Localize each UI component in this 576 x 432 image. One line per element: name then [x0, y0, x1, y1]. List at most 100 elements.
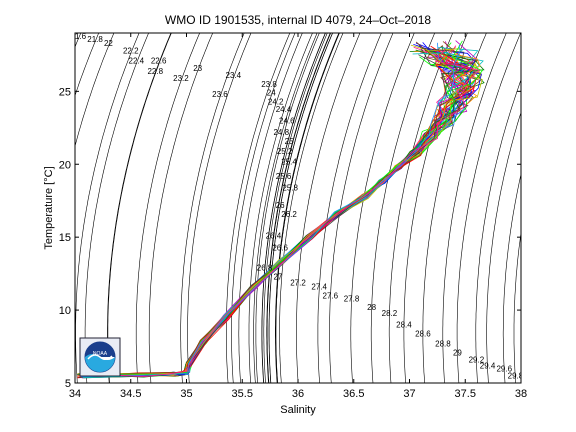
isopycnal-line: [279, 33, 344, 383]
isopycnal-label: 22.4: [129, 57, 145, 66]
isopycnal-line: [513, 231, 521, 383]
isopycnal-line: [545, 18, 576, 397]
isopycnal-line: [261, 33, 326, 383]
profile-line: [79, 48, 480, 378]
isopycnal-line: [456, 33, 521, 383]
isopycnal-label: 23.4: [226, 71, 242, 80]
isopycnal-line: [107, 33, 172, 383]
isopycnal-label: 29.2: [469, 356, 485, 365]
isopycnal-label: 28.6: [415, 329, 431, 338]
isopycnal-line: [135, 33, 201, 383]
isopycnal-line: [148, 33, 214, 383]
isopycnal-label: 26.6: [272, 243, 288, 252]
isopycnal-label: 26: [276, 201, 285, 210]
isopycnal-label: 22.8: [147, 67, 163, 76]
isopycnal-label: 24.8: [273, 128, 289, 137]
isopycnal-line: [403, 33, 468, 383]
isopycnal-label: 27.2: [290, 278, 306, 287]
isopycnal-label: 27.8: [344, 294, 360, 303]
isopycnal-line: [0, 18, 40, 397]
profile-line: [80, 44, 474, 378]
isopycnal-line: [317, 33, 382, 383]
y-tick-label: 15: [59, 232, 71, 244]
isopycnal-line: [187, 33, 252, 383]
isopycnal-label: 26.8: [257, 264, 273, 273]
isopycnal-line: [502, 172, 521, 383]
isopycnal-line: [2, 18, 72, 397]
isopycnal-labels: 21.6 21.8 22 22.2 22.4 22.622.8 23 23.2 23.4 23.6…: [71, 32, 524, 381]
x-tick-label: 37.5: [455, 388, 476, 400]
logo-text: NOAA: [93, 351, 108, 357]
isopycnal-line: [530, 18, 576, 397]
isopycnal-line: [561, 18, 576, 397]
isopycnal-line: [226, 33, 291, 383]
profile-lines: [77, 40, 485, 379]
isopycnal-line: [231, 33, 296, 383]
isopycnal-label: 28: [367, 303, 376, 312]
isopycnal-line: [107, 33, 172, 383]
isopycnal-label: 29: [453, 348, 462, 357]
isopycnal-label: 21.6: [71, 32, 87, 41]
isopycnal-line: [268, 33, 334, 383]
y-axis: 5 10 15 20 25: [59, 86, 521, 390]
isopycnal-label: 22.2: [123, 46, 139, 55]
x-tick-label: 35.5: [232, 388, 253, 400]
isopycnal-label: 28.2: [382, 309, 398, 318]
isopycnal-line: [255, 33, 320, 383]
isopycnal-line: [266, 33, 332, 383]
isopycnal-line: [486, 111, 521, 383]
isopycnal-label: 26.2: [281, 210, 297, 219]
isopycnal-line: [261, 33, 326, 383]
isopycnal-line: [275, 33, 340, 383]
x-tick-label: 34: [69, 388, 81, 400]
x-tick-label: 38: [515, 388, 527, 400]
chart-title: WMO ID 1901535, internal ID 4079, 24–Oct…: [165, 13, 431, 27]
isopycnal-line: [75, 33, 140, 383]
x-tick-label: 37: [403, 388, 415, 400]
isopycnal-label: 25: [285, 137, 294, 146]
isopycnal-label: 27.4: [311, 283, 327, 292]
isopycnal-label: 23.2: [173, 74, 189, 83]
isopycnal-label: 25.4: [281, 157, 297, 166]
noaa-logo: NOAA: [79, 337, 121, 377]
profile-line: [82, 45, 472, 377]
isopycnal-label: 27: [273, 272, 282, 281]
isopycnal-line: [296, 33, 361, 383]
isopycnal-label: 22: [104, 39, 113, 48]
x-axis-label: Salinity: [280, 404, 316, 416]
isopycnal-label: 26.4: [266, 232, 282, 241]
isopycnal-line: [84, 33, 149, 383]
plot-area: 21.6 21.8 22 22.2 22.4 22.622.8 23 23.2 23.4 23.6…: [0, 18, 576, 397]
isopycnal-label: 22.6: [151, 57, 167, 66]
isopycnal-label: 29.6: [496, 364, 512, 373]
isopycnal-label: 25.8: [282, 184, 298, 193]
isopycnal-line: [442, 33, 507, 383]
isopycnal-line: [180, 33, 245, 383]
isopycnal-label: 23: [193, 64, 202, 73]
isopycnal-label: 29.4: [480, 361, 496, 370]
isopycnal-line: [350, 33, 415, 383]
isopycnal-line: [238, 33, 303, 383]
x-tick-label: 36.5: [343, 388, 364, 400]
isopycnal-label: 29.8: [508, 372, 524, 381]
isopycnal-line: [275, 33, 340, 383]
y-tick-label: 25: [59, 86, 71, 98]
y-axis-label: Temperature [°C]: [43, 166, 55, 249]
isopycnal-label: 23.6: [212, 90, 228, 99]
x-tick-label: 35: [180, 388, 192, 400]
x-axis: 34 34.5 35 35.5 36 36.5 37 37.5 38: [69, 33, 527, 400]
isopycnal-lines: [0, 18, 576, 397]
isopycnal-line: [75, 33, 115, 148]
isopycnal-line: [370, 33, 436, 383]
isopycnal-label: 25.6: [276, 172, 292, 181]
isopycnal-line: [75, 33, 100, 97]
isopycnal-line: [329, 33, 394, 383]
y-tick-label: 20: [59, 159, 71, 171]
isopycnal-label: 24.6: [279, 116, 295, 125]
isopycnal-line: [263, 33, 328, 383]
isopycnal-label: 28.8: [435, 340, 451, 349]
isopycnal-label: 24: [267, 89, 276, 98]
isopycnal-label: 25.2: [277, 147, 293, 156]
isopycnal-label: 23.8: [261, 80, 277, 89]
